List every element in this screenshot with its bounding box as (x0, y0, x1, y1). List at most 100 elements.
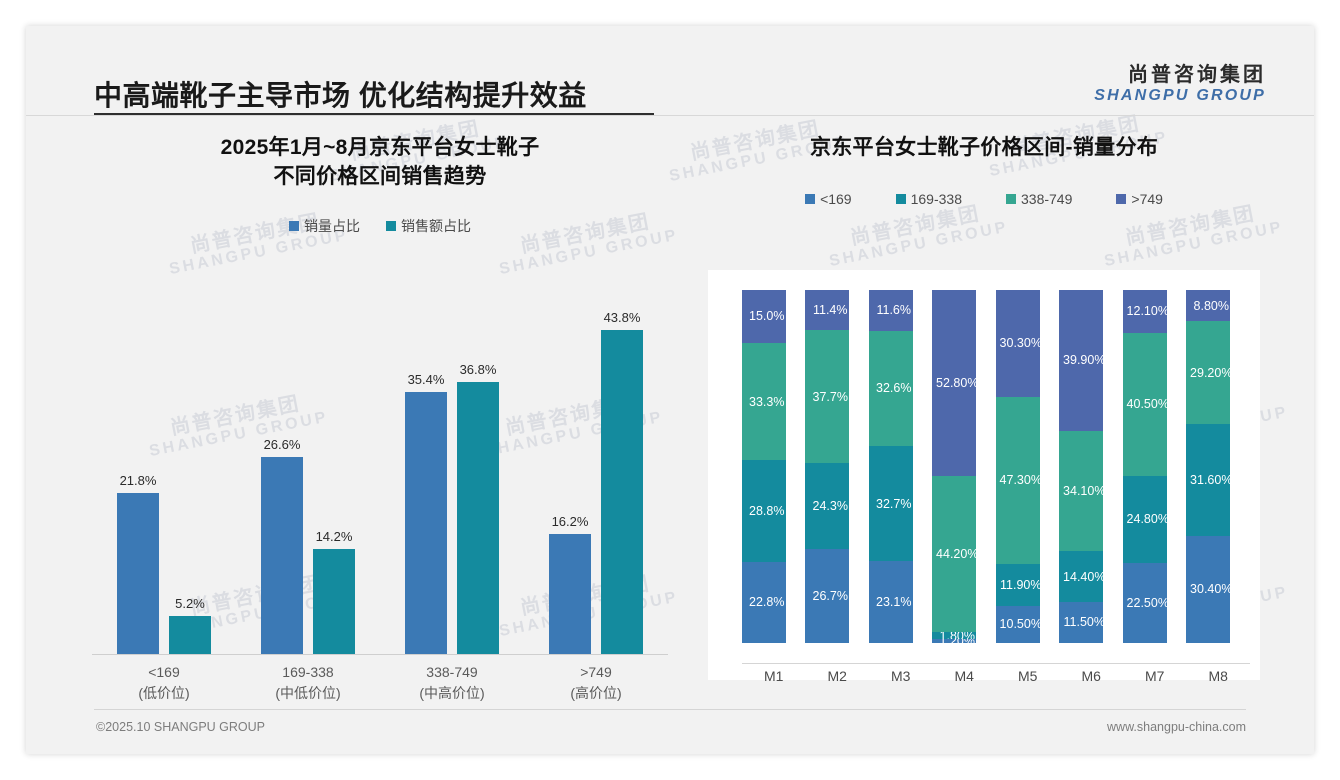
legend-item-2[interactable]: 销售额占比 (386, 216, 471, 236)
stack-segment-value-label: 23.1% (876, 595, 912, 610)
footer-copyright: ©2025.10 SHANGPU GROUP (96, 720, 265, 734)
stack-segment-value-label: 14.40% (1063, 569, 1104, 584)
left-chart-panel: 2025年1月~8月京东平台女士靴子 不同价格区间销售趋势 销量占比 销售额占比 … (70, 134, 690, 714)
stacked-bar-M1[interactable]: 15.0% 33.3% 28.8% 22.8% (741, 290, 786, 643)
stack-segment-<169[interactable]: 22.50% (1122, 563, 1167, 643)
page-title: 中高端靴子主导市场 优化结构提升效益 (94, 80, 587, 111)
left-chart-axis (92, 654, 668, 655)
right-chart-title: 京东平台女士靴子价格区间-销量分布 (809, 136, 1159, 159)
category-label-secondary: (中低价位) (275, 685, 341, 701)
bar-销售额占比->749[interactable]: 43.8% (601, 310, 643, 654)
left-chart-legend: 销量占比 销售额占比 (70, 216, 690, 236)
stack-segment-value-label: 28.8% (749, 504, 785, 519)
bar-销售额占比-169-338[interactable]: 14.2% (313, 529, 355, 654)
stack-segment-value-label: 8.80% (1193, 298, 1229, 313)
category-label-secondary: (中高价位) (419, 685, 485, 701)
stack-segment-338-749[interactable]: 32.6% (868, 330, 913, 446)
stack-segment-<169[interactable]: 30.40% (1186, 535, 1231, 643)
stack-segment-338-749[interactable]: 29.20% (1186, 321, 1231, 425)
stack-segment-<169[interactable]: 11.50% (1059, 602, 1104, 643)
stack-segment-<169[interactable]: 22.8% (741, 562, 786, 643)
stack-segment-169-338[interactable]: 31.60% (1186, 424, 1231, 536)
stack-segment-338-749[interactable]: 44.20% (932, 476, 977, 633)
bar-销量占比-169-338[interactable]: 26.6% (261, 437, 303, 654)
legend-swatch-icon (289, 220, 299, 231)
stack-segment-169-338[interactable]: 24.3% (805, 463, 850, 550)
stack-segment-<169[interactable]: 10.50% (995, 605, 1040, 643)
stack-segment-169-338[interactable]: 11.90% (995, 563, 1040, 606)
category-label-M2: M2 (827, 668, 847, 684)
logo-english-text: SHANGPU GROUP (1094, 87, 1266, 104)
stack-segment-169-338[interactable]: 1.80% (932, 632, 977, 639)
bar-销量占比->749[interactable]: 16.2% (549, 514, 591, 654)
legend-label: 169-338 (910, 190, 962, 207)
category-label-secondary: (低价位) (138, 685, 190, 701)
stacked-bar-M4[interactable]: 52.80% 44.20% 1.80%1.20% (932, 290, 977, 643)
legend-item-2[interactable]: 169-338 (895, 190, 962, 207)
stack-segment-value-label: 1.80% (940, 632, 975, 638)
left-chart-plot: 21.8% 5.2% 26.6% 14.2% 35.4% 36.8% 16.2% 43.8% (92, 284, 668, 654)
legend-swatch-icon (805, 193, 816, 204)
stack-segment->749[interactable]: 39.90% (1059, 290, 1104, 431)
category-label->749: >749 (高价位) (531, 662, 661, 704)
stack-segment->749[interactable]: 30.30% (995, 290, 1040, 397)
stack-segment->749[interactable]: 52.80% (932, 290, 977, 477)
bar-value-label: 16.2% (551, 514, 589, 530)
category-label-primary: <169 (148, 664, 180, 680)
stack-segment->749[interactable]: 11.4% (805, 290, 850, 331)
legend-item-4[interactable]: >749 (1116, 191, 1163, 207)
stack-segment-169-338[interactable]: 32.7% (868, 446, 913, 562)
category-label-338-749: 338-749 (中高价位) (387, 662, 517, 704)
legend-label: 销售额占比 (401, 217, 471, 234)
legend-item-1[interactable]: 销量占比 (289, 216, 360, 236)
stack-segment->749[interactable]: 8.80% (1186, 290, 1231, 322)
stacked-bar-M8[interactable]: 8.80% 29.20% 31.60% 30.40% (1186, 290, 1231, 643)
legend-item-3[interactable]: 338-749 (1006, 191, 1072, 207)
category-label-M7: M7 (1145, 668, 1165, 684)
category-label-M4: M4 (954, 668, 974, 684)
stack-segment-338-749[interactable]: 34.10% (1059, 430, 1104, 552)
stacked-bar-M3[interactable]: 11.6% 32.6% 32.7% 23.1% (868, 290, 913, 643)
stacked-bar-M6[interactable]: 39.90% 34.10% 14.40% 11.50% (1059, 290, 1104, 643)
stacked-bar-M2[interactable]: 11.4% 37.7% 24.3% 26.7% (805, 290, 850, 644)
stack-segment-338-749[interactable]: 33.3% (741, 342, 786, 461)
stack-segment-value-label: 32.6% (876, 381, 912, 396)
stack-segment-value-label: 47.30% (999, 473, 1040, 488)
stack-segment-value-label: 24.3% (812, 499, 848, 514)
stack-segment-value-label: 12.10% (1126, 304, 1167, 319)
bar-rect (549, 534, 591, 654)
stacked-bar-M5[interactable]: 30.30% 47.30% 11.90% 10.50% (995, 290, 1040, 643)
bar-rect (313, 548, 355, 654)
bar-销售额占比-<169[interactable]: 5.2% (169, 596, 211, 654)
legend-item-1[interactable]: <169 (805, 191, 852, 207)
brand-logo: 尚普咨询集团 SHANGPU GROUP (1094, 64, 1266, 105)
right-chart-plot-area: 15.0% 33.3% 28.8% 22.8% 11.4% 37.7% 24.3% 26.7%… (708, 270, 1260, 684)
bar-销售额占比-338-749[interactable]: 36.8% (457, 362, 499, 654)
stack-segment-338-749[interactable]: 40.50% (1122, 332, 1167, 476)
stack-segment-169-338[interactable]: 28.8% (741, 460, 786, 563)
stack-segment->749[interactable]: 11.6% (868, 290, 913, 331)
right-chart-axis (742, 663, 1250, 664)
stack-segment-338-749[interactable]: 37.7% (805, 330, 850, 464)
bar-销量占比-<169[interactable]: 21.8% (117, 473, 159, 654)
stack-segment-338-749[interactable]: 47.30% (995, 396, 1040, 564)
stack-segment-<169[interactable]: 23.1% (868, 561, 913, 643)
stack-segment-<169[interactable]: 26.7% (805, 549, 850, 644)
stack-segment-value-label: 52.80% (936, 376, 977, 391)
stack-segment-value-label: 11.6% (876, 303, 911, 318)
bar-group: 16.2% 43.8% (535, 284, 657, 654)
legend-label: 销量占比 (304, 217, 360, 234)
bar-rect (405, 392, 447, 654)
stack-segment-value-label: 44.20% (936, 547, 977, 562)
bar-rect (261, 457, 303, 654)
stacked-bar-M7[interactable]: 12.10% 40.50% 24.80% 22.50% (1122, 290, 1167, 643)
stack-segment-<169[interactable]: 1.20% (932, 638, 977, 643)
stack-segment-value-label: 11.90% (1000, 577, 1040, 592)
stack-segment->749[interactable]: 15.0% (741, 290, 786, 343)
legend-swatch-icon (386, 220, 396, 231)
stack-segment-169-338[interactable]: 14.40% (1059, 551, 1104, 603)
stack-segment->749[interactable]: 12.10% (1122, 290, 1167, 333)
bar-销量占比-338-749[interactable]: 35.4% (405, 372, 447, 654)
stack-segment-169-338[interactable]: 24.80% (1122, 475, 1167, 564)
right-chart-plot: 15.0% 33.3% 28.8% 22.8% 11.4% 37.7% 24.3% 26.7%… (732, 290, 1240, 644)
